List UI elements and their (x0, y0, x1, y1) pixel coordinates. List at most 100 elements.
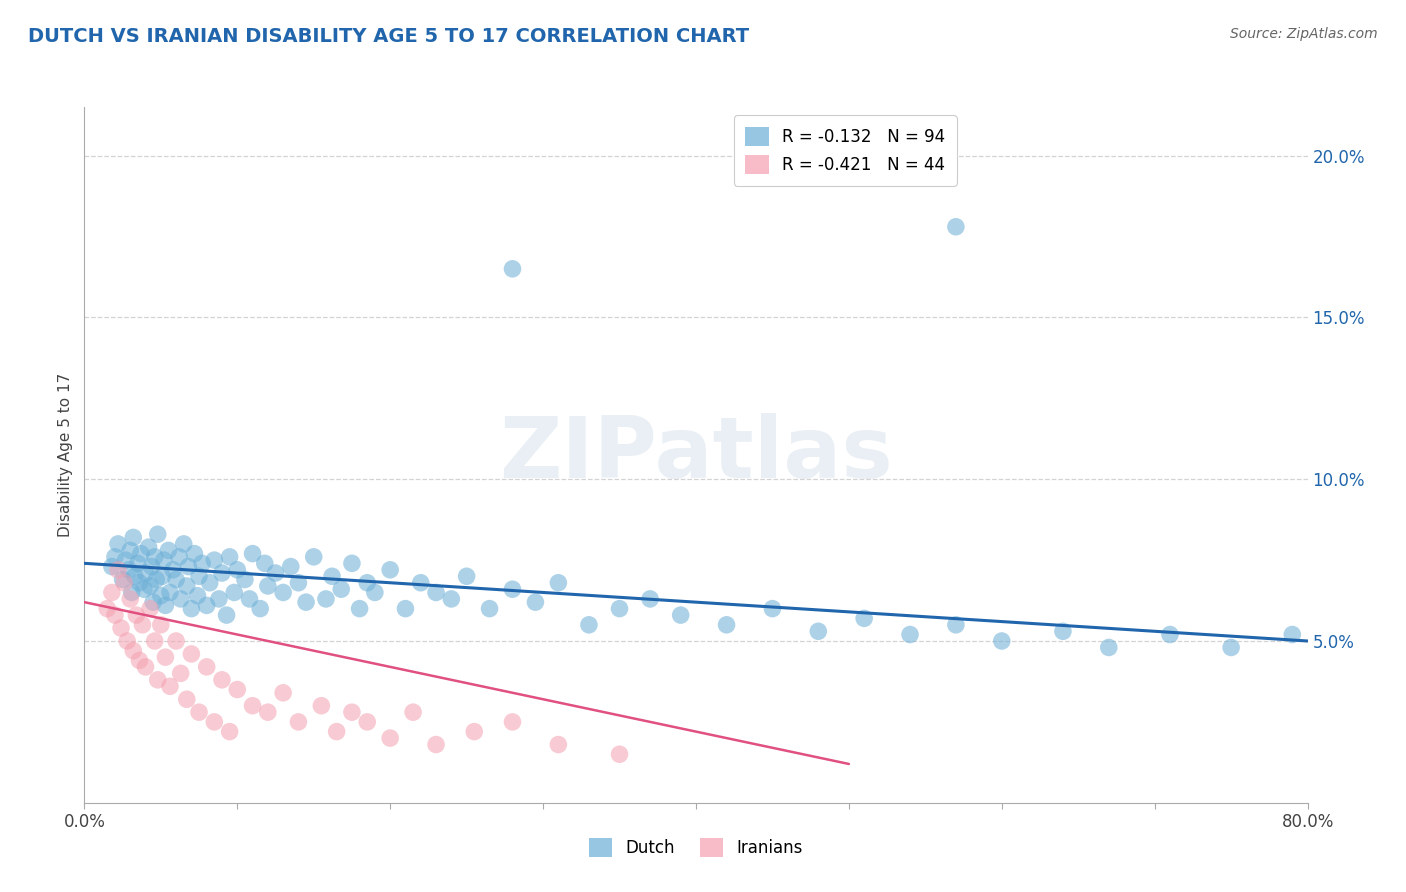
Point (208, 591, 231, 606)
Point (945, 617, 967, 632)
Point (107, 537, 129, 551)
Point (121, 585, 143, 599)
Point (159, 585, 181, 599)
Point (295, 595, 318, 609)
Point (524, 595, 547, 609)
Point (356, 714, 378, 729)
Point (111, 573, 134, 587)
Point (202, 714, 225, 729)
Point (325, 724, 347, 739)
Point (170, 666, 193, 681)
Point (238, 591, 260, 606)
Point (609, 747, 631, 762)
Point (609, 601, 631, 615)
Point (287, 575, 309, 590)
Point (120, 543, 142, 558)
Point (853, 611, 876, 625)
Point (202, 553, 225, 567)
Point (131, 617, 153, 632)
Point (409, 575, 432, 590)
Point (302, 549, 325, 564)
Point (1281, 627, 1303, 641)
Point (177, 559, 200, 574)
Point (440, 591, 463, 606)
Point (127, 557, 149, 571)
Point (112, 575, 135, 590)
Point (132, 582, 155, 597)
Point (547, 575, 569, 590)
Point (114, 553, 136, 567)
Point (173, 537, 195, 551)
Point (188, 705, 211, 719)
Point (186, 589, 208, 603)
Point (120, 591, 142, 606)
Point (226, 682, 249, 697)
Point (224, 585, 246, 599)
Point (425, 738, 447, 752)
Point (315, 591, 337, 606)
Point (257, 705, 280, 719)
Point (101, 559, 124, 574)
Point (198, 575, 221, 590)
Point (669, 608, 692, 623)
Point (502, 714, 524, 729)
Point (394, 601, 416, 615)
Point (122, 531, 145, 545)
Point (146, 673, 169, 687)
Text: Source: ZipAtlas.com: Source: ZipAtlas.com (1230, 27, 1378, 41)
Point (478, 601, 501, 615)
Point (380, 731, 402, 745)
Point (135, 660, 157, 674)
Point (128, 575, 150, 590)
Point (716, 617, 738, 632)
Point (547, 738, 569, 752)
Point (155, 650, 177, 665)
Point (311, 698, 333, 713)
Point (340, 557, 363, 571)
Point (125, 608, 148, 623)
Y-axis label: Disability Age 5 to 17: Disability Age 5 to 17 (58, 373, 73, 537)
Point (271, 686, 294, 700)
Point (188, 569, 211, 583)
Point (257, 579, 280, 593)
Text: ZIPatlas: ZIPatlas (499, 413, 893, 497)
Point (287, 714, 309, 729)
Point (761, 601, 783, 615)
Point (218, 549, 240, 564)
Point (165, 634, 187, 648)
Point (456, 569, 478, 583)
Point (321, 569, 343, 583)
Point (176, 692, 198, 706)
Point (463, 724, 485, 739)
Point (991, 634, 1014, 648)
Point (945, 219, 967, 234)
Point (271, 585, 294, 599)
Point (807, 624, 830, 639)
Point (211, 673, 233, 687)
Point (155, 599, 177, 613)
Point (183, 547, 205, 561)
Point (1098, 640, 1121, 655)
Point (149, 589, 172, 603)
Point (143, 634, 166, 648)
Point (145, 573, 167, 587)
Point (226, 563, 249, 577)
Point (170, 591, 193, 606)
Point (425, 585, 447, 599)
Point (110, 621, 132, 635)
Point (143, 549, 166, 564)
Point (249, 601, 271, 615)
Point (146, 527, 169, 541)
Point (142, 595, 165, 609)
Point (115, 634, 138, 648)
Text: DUTCH VS IRANIAN DISABILITY AGE 5 TO 17 CORRELATION CHART: DUTCH VS IRANIAN DISABILITY AGE 5 TO 17 … (28, 27, 749, 45)
Point (1159, 627, 1181, 641)
Point (141, 559, 163, 574)
Legend: Dutch, Iranians: Dutch, Iranians (582, 831, 810, 864)
Point (253, 557, 276, 571)
Point (191, 557, 214, 571)
Point (176, 579, 198, 593)
Point (104, 608, 127, 623)
Point (402, 705, 425, 719)
Point (195, 599, 218, 613)
